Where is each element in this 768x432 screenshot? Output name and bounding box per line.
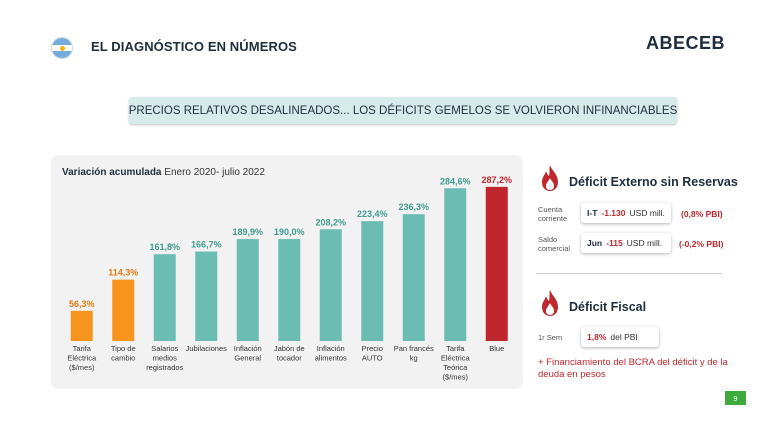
bar-value-label-8: 236,3% — [398, 202, 429, 212]
bar-value-label-4: 189,9% — [232, 227, 263, 237]
section-divider — [536, 273, 722, 274]
bar-8 — [402, 214, 425, 341]
bar-value-label-0: 56,3% — [69, 299, 95, 309]
bar-value-label-7: 223,4% — [357, 209, 388, 219]
trade-balance-label: Saldo comercial — [538, 235, 570, 253]
financing-note: + Financiamiento del BCRA del déficit y … — [538, 357, 728, 380]
bar-value-label-5: 190,0% — [274, 227, 305, 237]
category-label-0: Tarifa Eléctrica ($/mes) — [67, 344, 97, 372]
page-title: EL DIAGNÓSTICO EN NÚMEROS — [91, 39, 297, 54]
fiscal-deficit-title: Déficit Fiscal — [569, 300, 647, 314]
external-deficit-title: Déficit Externo sin Reservas — [569, 175, 738, 189]
trade-balance-unit: USD mill. — [626, 238, 663, 248]
headline-banner: PRECIOS RELATIVOS DESALINEADOS... LOS DÉ… — [129, 97, 677, 124]
trade-balance-label-line1: Saldo — [538, 235, 558, 244]
flag-sun — [60, 46, 65, 51]
flame-icon — [542, 165, 558, 191]
category-label-7: Precio AUTO — [362, 344, 383, 363]
chart-title-bold: Variación acumulada — [62, 167, 162, 178]
fiscal-value-box: 1,8% del PBI — [581, 327, 659, 347]
fiscal-period-label: 1r Sem — [538, 333, 563, 342]
page-number: 9 — [725, 391, 746, 405]
trade-balance-value: -115 — [606, 238, 623, 248]
current-account-label-line1: Cuenta — [538, 205, 563, 214]
trade-balance-period: Jun — [587, 238, 603, 248]
category-label-2: Salarios medios registrados — [146, 344, 183, 372]
bar-value-label-9: 284,6% — [440, 176, 471, 186]
bar-9 — [444, 188, 467, 341]
fiscal-unit: del PBI — [610, 332, 638, 342]
bar-value-label-6: 208,2% — [315, 217, 346, 227]
current-account-label: Cuenta corriente — [538, 205, 567, 223]
flag-top-band — [52, 38, 72, 45]
bar-value-label-3: 166,7% — [191, 240, 222, 250]
fiscal-value: 1,8% — [587, 332, 607, 342]
bar-7 — [361, 221, 384, 341]
flame-icon — [542, 290, 558, 316]
category-label-8: Pan francés kg — [394, 344, 434, 363]
bar-value-label-2: 161,8% — [149, 242, 180, 252]
argentina-flag-icon — [51, 37, 73, 59]
category-label-4: Inflación General — [234, 344, 262, 363]
category-label-9: Tarifa Eléctrica Teórica ($/mes) — [441, 344, 471, 382]
chart-panel: 56,3% Tarifa Eléctrica ($/mes) 114,3% Tipo de… — [51, 155, 523, 389]
trade-balance-label-line2: comercial — [538, 244, 571, 253]
category-label-1: Tipo de cambio — [111, 344, 136, 363]
category-label-10: Blue — [489, 344, 504, 353]
bar-0 — [70, 310, 93, 341]
current-account-value-box: I-T -1.130 USD mill. — [581, 203, 671, 223]
chart-title-rest: Enero 2020- julio 2022 — [161, 167, 265, 178]
flag-bottom-band — [52, 51, 72, 58]
bar-value-label-1: 114,3% — [108, 268, 138, 278]
bar-6 — [319, 229, 342, 341]
bar-chart: 56,3% Tarifa Eléctrica ($/mes) 114,3% Tipo de… — [67, 175, 512, 382]
trade-balance-pbi: (-0,2% PBI) — [679, 239, 724, 249]
bar-4 — [236, 239, 259, 341]
bar-2 — [153, 254, 176, 341]
current-account-period: I-T — [587, 208, 598, 218]
brand-logo: ABECEB — [645, 33, 725, 53]
category-label-6: Inflación alimentos — [315, 344, 347, 363]
bar-3 — [195, 251, 218, 341]
bar-10 — [485, 186, 508, 341]
category-label-3: Jubilaciones — [186, 344, 228, 353]
current-account-pbi: (0,8% PBI) — [681, 209, 723, 219]
bar-5 — [278, 239, 301, 341]
current-account-label-line2: corriente — [538, 214, 568, 223]
trade-balance-value-box: Jun -115 USD mill. — [581, 233, 671, 253]
current-account-unit: USD mill. — [629, 208, 665, 218]
chart-title: Variación acumulada Enero 2020- julio 20… — [62, 167, 265, 178]
bar-value-label-10: 287,2% — [481, 175, 512, 185]
category-label-5: Jabón de tocador — [274, 344, 305, 363]
current-account-value: -1.130 — [601, 208, 626, 218]
bar-1 — [112, 279, 135, 341]
